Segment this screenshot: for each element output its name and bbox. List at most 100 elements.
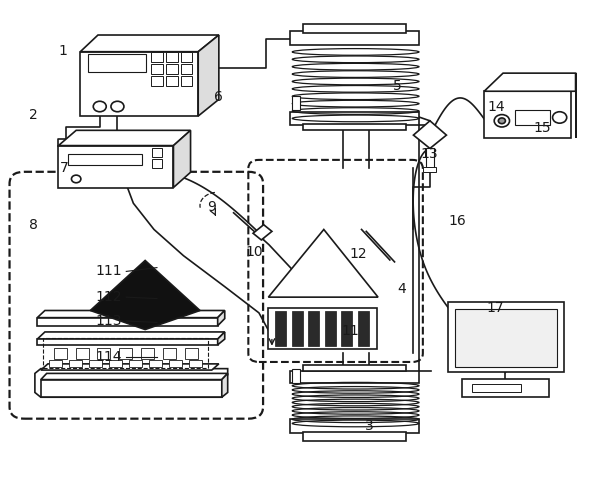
Text: 7: 7 [60, 162, 69, 175]
Polygon shape [37, 339, 217, 345]
Text: 114: 114 [95, 350, 122, 364]
Polygon shape [184, 348, 197, 359]
Polygon shape [49, 360, 62, 367]
Circle shape [111, 101, 124, 112]
Polygon shape [37, 332, 225, 339]
Bar [358, 312, 369, 346]
Circle shape [494, 115, 509, 127]
Bar [180, 76, 192, 86]
Text: 5: 5 [392, 78, 401, 93]
Bar [342, 312, 352, 346]
Polygon shape [150, 360, 163, 367]
Bar [268, 308, 378, 348]
Circle shape [72, 175, 81, 183]
Bar [484, 91, 571, 138]
Text: 12: 12 [350, 247, 368, 261]
Text: 15: 15 [533, 121, 551, 135]
Polygon shape [98, 348, 111, 359]
Bar [423, 166, 436, 172]
Bar [166, 64, 177, 74]
Bar [303, 432, 407, 441]
Bar [309, 312, 319, 346]
Bar [325, 312, 336, 346]
Bar [290, 419, 420, 433]
Bar [472, 384, 521, 391]
Bar [426, 148, 434, 168]
Bar [292, 312, 303, 346]
Bar [515, 110, 550, 125]
Polygon shape [198, 35, 219, 116]
Polygon shape [253, 225, 272, 240]
Bar [80, 52, 198, 116]
Polygon shape [129, 360, 142, 367]
Bar [303, 365, 407, 371]
Text: 113: 113 [95, 314, 122, 328]
Text: 4: 4 [397, 282, 406, 296]
Polygon shape [189, 360, 202, 367]
Bar [151, 52, 163, 62]
Bar [151, 64, 163, 74]
Polygon shape [35, 369, 228, 397]
Text: 11: 11 [342, 324, 359, 337]
Bar [447, 302, 564, 372]
Bar [59, 146, 173, 187]
Bar [180, 52, 192, 62]
Text: 9: 9 [207, 200, 216, 214]
Text: 111: 111 [95, 264, 122, 278]
Bar [152, 148, 163, 157]
Bar [290, 31, 420, 44]
Bar [69, 154, 142, 165]
Bar [275, 312, 286, 346]
Text: 1: 1 [58, 44, 67, 58]
Bar [462, 379, 549, 397]
Text: 14: 14 [487, 99, 505, 113]
Polygon shape [37, 318, 217, 326]
Text: 17: 17 [486, 301, 504, 315]
Polygon shape [80, 35, 219, 52]
Polygon shape [76, 348, 89, 359]
Text: 2: 2 [29, 108, 37, 122]
Polygon shape [268, 229, 378, 297]
Polygon shape [222, 373, 228, 397]
Polygon shape [69, 360, 82, 367]
Bar [88, 54, 146, 72]
Bar [43, 338, 208, 368]
Bar [166, 76, 177, 86]
Bar [166, 52, 177, 62]
Polygon shape [89, 360, 102, 367]
Text: 112: 112 [95, 290, 122, 304]
Polygon shape [59, 130, 190, 146]
Circle shape [498, 118, 505, 124]
Polygon shape [217, 311, 225, 326]
Text: 13: 13 [420, 147, 437, 161]
Text: 6: 6 [215, 90, 223, 104]
Text: 8: 8 [29, 217, 38, 232]
Polygon shape [484, 73, 576, 91]
Circle shape [553, 112, 567, 123]
Polygon shape [217, 332, 225, 345]
Bar [290, 370, 420, 383]
Polygon shape [109, 360, 122, 367]
Polygon shape [41, 380, 222, 397]
Bar [180, 64, 192, 74]
Polygon shape [414, 121, 446, 149]
Bar [292, 369, 300, 383]
Bar [151, 76, 163, 86]
Polygon shape [173, 130, 190, 187]
Polygon shape [41, 373, 228, 380]
Bar [454, 309, 557, 367]
Bar [303, 23, 407, 33]
Bar [290, 112, 420, 125]
Polygon shape [90, 261, 200, 329]
Polygon shape [41, 364, 219, 370]
Text: 10: 10 [245, 245, 263, 260]
Bar [152, 159, 163, 167]
Polygon shape [170, 360, 182, 367]
Polygon shape [119, 348, 132, 359]
Polygon shape [163, 348, 176, 359]
Circle shape [93, 101, 106, 112]
Bar [303, 124, 407, 130]
Polygon shape [54, 348, 67, 359]
Polygon shape [37, 311, 225, 318]
Text: 16: 16 [448, 214, 466, 228]
